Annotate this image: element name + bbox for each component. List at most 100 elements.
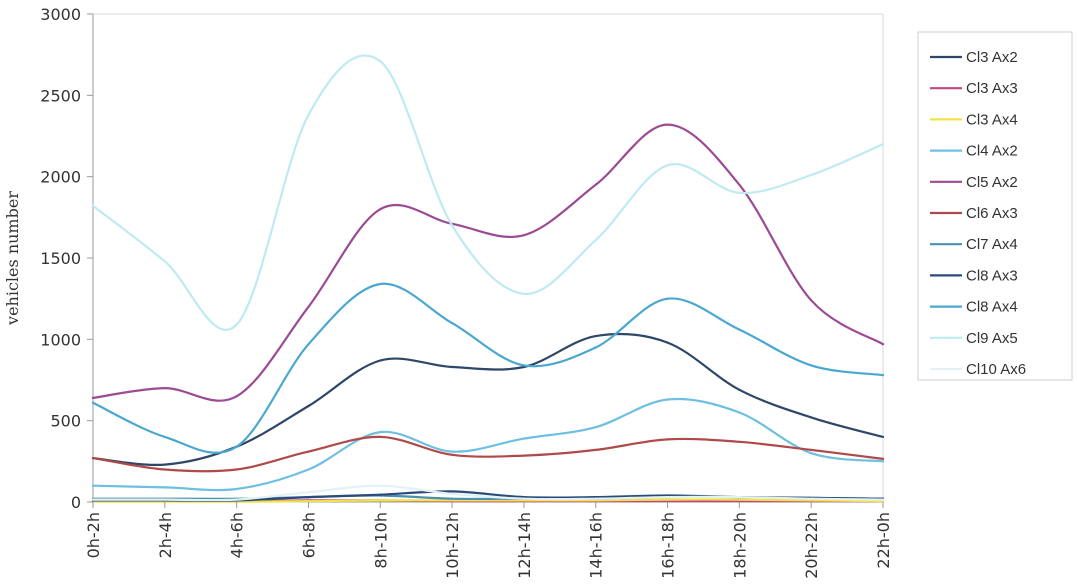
y-axis-ticks: 0 500 1000 1500 2000 2500 3000 <box>40 5 93 512</box>
data-point <box>450 365 454 369</box>
data-point <box>881 457 885 460</box>
data-point <box>307 468 310 471</box>
data-point <box>450 492 454 495</box>
data-point <box>163 498 166 501</box>
data-point <box>738 328 741 331</box>
series-line <box>91 54 885 331</box>
data-point <box>450 453 454 456</box>
series-cl6-ax3 <box>91 435 885 473</box>
data-point <box>738 498 741 501</box>
data-point <box>522 499 526 502</box>
y-tick-label: 1000 <box>40 330 81 349</box>
data-point <box>881 343 885 346</box>
data-point <box>91 204 95 208</box>
data-point <box>594 499 597 502</box>
data-point <box>307 305 310 308</box>
data-point <box>163 435 166 439</box>
data-point <box>594 448 597 452</box>
series-lines <box>91 54 885 503</box>
data-point <box>810 416 813 419</box>
data-point <box>810 452 813 455</box>
series-line <box>91 397 885 492</box>
data-point <box>379 435 382 439</box>
plot-area <box>92 13 884 503</box>
y-tick-label: 1500 <box>40 249 81 268</box>
data-point <box>91 396 95 399</box>
x-tick-label: 10h-12h <box>443 512 462 579</box>
data-point <box>91 456 95 460</box>
legend-item: Cl4 Ax2 <box>930 143 1018 160</box>
data-point <box>163 260 166 263</box>
data-point <box>738 496 741 499</box>
data-point <box>163 486 166 489</box>
data-point <box>738 183 741 186</box>
data-point <box>594 497 597 500</box>
data-point <box>91 484 95 487</box>
data-point <box>307 500 310 503</box>
data-point <box>738 411 741 414</box>
data-point <box>307 491 310 494</box>
data-point <box>881 460 885 463</box>
legend-label: Cl9 Ax5 <box>966 330 1018 347</box>
data-point <box>810 497 813 500</box>
legend-label: Cl10 Ax6 <box>966 361 1026 378</box>
data-point <box>522 364 526 367</box>
data-point <box>307 343 310 346</box>
data-point <box>738 440 741 443</box>
data-point <box>881 143 885 146</box>
y-tick-label: 0 <box>71 493 81 512</box>
data-point <box>307 113 310 116</box>
data-point <box>91 498 95 501</box>
data-point <box>666 164 669 167</box>
legend-item: Cl3 Ax3 <box>930 80 1018 97</box>
data-point <box>379 484 382 487</box>
data-point <box>235 468 238 471</box>
data-point <box>594 183 597 186</box>
legend-label: Cl3 Ax4 <box>966 111 1018 128</box>
series-line <box>91 498 885 503</box>
x-tick-label: 4h-6h <box>228 512 247 558</box>
y-axis-label: vehicles number <box>3 191 22 326</box>
data-point <box>163 468 166 471</box>
data-point <box>522 292 526 295</box>
legend-item: Cl9 Ax5 <box>930 330 1018 347</box>
data-point <box>450 450 454 453</box>
data-point <box>235 445 238 448</box>
x-tick-label: 12h-14h <box>515 512 534 579</box>
legend-label: Cl3 Ax3 <box>966 80 1018 97</box>
data-point <box>163 463 166 466</box>
x-tick-label: 22h-0h <box>874 512 893 569</box>
x-tick-label: 14h-16h <box>587 512 606 579</box>
data-point <box>307 404 310 408</box>
series-line <box>91 123 885 402</box>
series-cl8-ax4 <box>91 282 885 454</box>
x-axis-ticks: 0h-2h 2h-4h 4h-6h 6h-8h 8h-10h 10h-12h 12h-14h… <box>84 502 893 579</box>
data-point <box>235 487 238 491</box>
legend-item: Cl10 Ax6 <box>930 361 1026 378</box>
series-cl4-ax2 <box>91 397 885 492</box>
data-point <box>666 341 669 344</box>
data-point <box>594 346 597 349</box>
legend-label: Cl4 Ax2 <box>966 143 1018 160</box>
legend-item: Cl7 Ax4 <box>930 236 1018 253</box>
series-line <box>91 435 885 473</box>
x-tick-label: 20h-22h <box>802 512 821 579</box>
x-tick-label: 2h-4h <box>156 512 175 558</box>
data-point <box>666 498 669 501</box>
data-point <box>307 450 310 453</box>
legend-item: Cl6 Ax3 <box>930 205 1018 222</box>
data-point <box>810 173 813 177</box>
series-cl9-ax5 <box>91 54 885 331</box>
data-point <box>522 497 526 500</box>
data-point <box>738 388 741 391</box>
legend-item: Cl5 Ax2 <box>930 174 1018 191</box>
x-tick-label: 8h-10h <box>371 512 390 569</box>
x-tick-label: 16h-18h <box>659 512 678 579</box>
legend-box <box>917 31 1073 381</box>
y-tick-label: 2000 <box>40 168 81 187</box>
data-point <box>163 387 166 390</box>
data-point <box>450 497 454 500</box>
data-point <box>379 430 382 434</box>
legend-label: Cl7 Ax4 <box>966 236 1018 253</box>
